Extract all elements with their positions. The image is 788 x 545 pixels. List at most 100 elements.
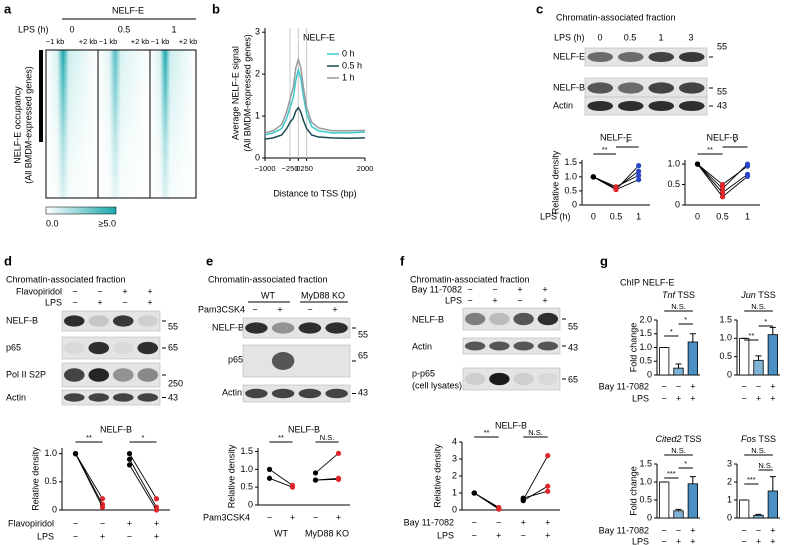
blot-band xyxy=(587,100,614,112)
significance-label: ** xyxy=(484,428,490,437)
treatment-label: LPS xyxy=(632,393,649,403)
replicate-line xyxy=(129,453,157,499)
blot xyxy=(242,344,351,378)
treatment-sign: − xyxy=(742,381,747,391)
blot-band xyxy=(648,82,675,94)
blot-label: p65 xyxy=(228,354,243,364)
significance-label: N.S. xyxy=(320,433,335,442)
treatment-sign: − xyxy=(313,512,318,522)
replicate-point xyxy=(636,177,642,183)
treatment-sign: + xyxy=(147,297,152,307)
treatment-sign: + xyxy=(154,531,159,541)
treatment-sign: − xyxy=(467,295,472,305)
x-label: Distance to TSS (bp) xyxy=(273,188,356,198)
treatment-sign: − xyxy=(496,517,501,527)
treatment-sign: − xyxy=(676,381,681,391)
replicate-line xyxy=(523,490,548,499)
blot-band xyxy=(464,312,486,326)
chart-title: Cited2 TSS xyxy=(655,434,701,444)
replicate-point xyxy=(99,496,106,502)
panel-letter: g xyxy=(600,253,608,268)
y-label: Fold change xyxy=(628,323,638,373)
treatment-sign: + xyxy=(770,525,775,535)
y-tick-label: 1 xyxy=(255,110,260,120)
blot-band xyxy=(464,372,486,386)
treatment-sign: + xyxy=(770,393,775,403)
error-bar xyxy=(675,508,682,511)
treatment-sign: − xyxy=(73,518,78,528)
significance-label: N.S. xyxy=(758,461,773,470)
replicate-line xyxy=(269,469,293,486)
treatment-sign: − xyxy=(756,525,761,535)
x-tick-label: 0 xyxy=(296,164,300,173)
replicate-line xyxy=(315,478,339,481)
chart-title: NELF-E xyxy=(303,32,335,42)
treatment-sign: + xyxy=(336,512,341,522)
significance-label: * xyxy=(684,315,687,324)
blot-band xyxy=(88,341,110,355)
blot-label: NELF-B xyxy=(212,322,244,332)
size-marker: 43 xyxy=(568,342,578,352)
treatment-sign: + xyxy=(100,531,105,541)
lps-time: 3 xyxy=(688,32,693,42)
replicate-line xyxy=(522,455,549,501)
blot-label: Actin xyxy=(553,100,573,110)
series-line xyxy=(264,67,366,136)
y-label: NELF-E occupancy xyxy=(12,86,22,164)
blot-band xyxy=(648,100,675,112)
window-label: +2 kb xyxy=(179,37,198,46)
treatment-sign: + xyxy=(521,517,526,527)
y-tick-label: 1.5 xyxy=(639,458,652,468)
treatment-sign: + xyxy=(690,393,695,403)
replicate-point xyxy=(266,466,273,472)
blot-band xyxy=(112,393,134,402)
series-line xyxy=(264,106,366,140)
lps-time: 1 xyxy=(171,24,176,34)
y-tick-label: 0 xyxy=(52,504,57,514)
y-tick-label: 4 xyxy=(452,436,457,446)
panel-letter: d xyxy=(4,253,12,268)
blot-band xyxy=(137,368,159,382)
significance-label: ** xyxy=(278,433,284,442)
panel-title: Chromatin-associated fraction xyxy=(556,12,676,22)
chart-title: Tnf TSS xyxy=(662,290,695,300)
blot-band xyxy=(678,82,705,94)
y-tick-label: 0 xyxy=(248,499,253,509)
blot-band xyxy=(88,315,110,327)
lps-label: LPS (h) xyxy=(554,32,585,42)
blot-band xyxy=(489,312,510,326)
treatment-sign: − xyxy=(122,297,127,307)
y-tick-label: 1.0 xyxy=(564,171,577,181)
y-tick-label: 0.5 xyxy=(44,476,57,486)
error-bar xyxy=(769,326,776,335)
blot-band xyxy=(648,51,675,63)
y-tick-label: 1.5 xyxy=(564,157,577,167)
x-tick-label: 0 xyxy=(591,211,596,221)
treatment-sign: + xyxy=(154,518,159,528)
replicate-point xyxy=(312,477,319,483)
title-suffix: TSS xyxy=(678,290,696,300)
blot xyxy=(242,317,351,339)
chart-title: NELF-B xyxy=(100,424,132,434)
treatment-sign: + xyxy=(676,536,681,545)
significance-label: *** xyxy=(667,469,676,478)
window-label: +2 kb xyxy=(79,37,98,46)
treatment-sign: − xyxy=(521,530,526,540)
treatment-sign: − xyxy=(472,517,477,527)
significance-label: ** xyxy=(602,145,608,154)
group-label: WT xyxy=(274,528,288,538)
treatment-sign: − xyxy=(662,536,667,545)
panel-letter: a xyxy=(4,1,12,16)
lps-time: 0 xyxy=(597,32,602,42)
significance-label: ** xyxy=(86,433,92,442)
treatment-label: Pam3CSK4 xyxy=(203,512,250,522)
treatment-sign: − xyxy=(742,525,747,535)
y-tick-label: 0.5 xyxy=(639,494,652,504)
blot-band xyxy=(112,341,134,355)
replicate-point xyxy=(312,470,319,476)
replicate-point xyxy=(545,488,551,494)
replicate-point xyxy=(719,186,726,192)
group-label: MyD88 KO xyxy=(305,528,349,538)
replicate-point xyxy=(72,451,79,457)
y-tick-label: 0 xyxy=(647,369,652,379)
